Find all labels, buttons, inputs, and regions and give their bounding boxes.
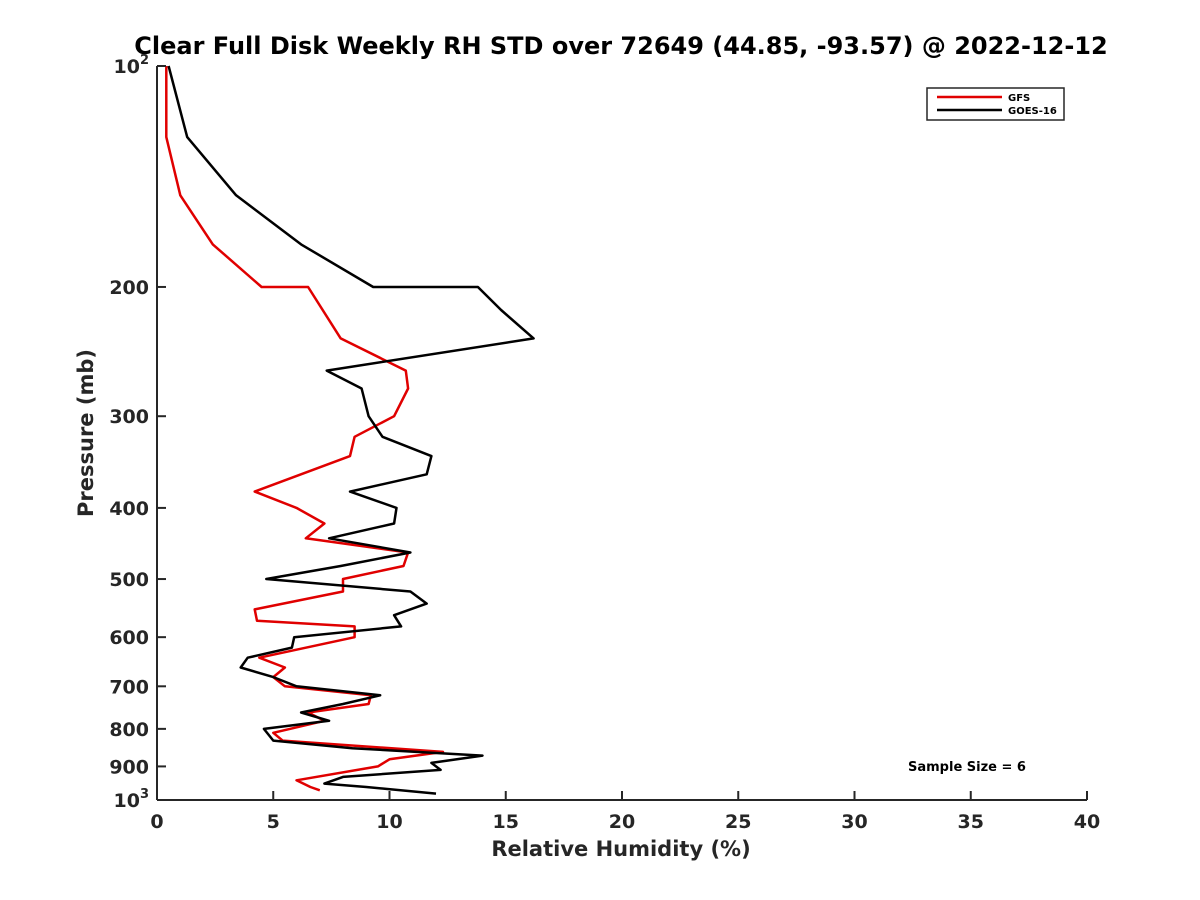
x-axis-label: Relative Humidity (%) <box>491 837 750 861</box>
x-tick-label: 20 <box>609 811 635 833</box>
x-ticks: 0 5 10 15 20 25 30 35 40 <box>150 791 1100 833</box>
legend-label-gfs: GFS <box>1008 93 1030 104</box>
x-tick-label: 40 <box>1074 811 1100 833</box>
x-tick-label: 25 <box>725 811 751 833</box>
x-tick-label: 10 <box>376 811 402 833</box>
x-tick-label: 35 <box>958 811 984 833</box>
y-axis-label: Pressure (mb) <box>74 349 98 517</box>
y-tick-label: 900 <box>109 756 149 778</box>
y-tick-label: 200 <box>109 277 149 299</box>
y-tick-label: 600 <box>109 627 149 649</box>
legend-box <box>926 87 1065 121</box>
y-tick-label-power: 103 <box>114 787 150 812</box>
series-line-goes16 <box>167 65 535 795</box>
x-tick-label: 0 <box>150 811 163 833</box>
y-tick-label: 300 <box>109 406 149 428</box>
legend: GFS GOES-16 <box>926 87 1065 121</box>
axes <box>156 66 1087 801</box>
y-tick-label-power: 102 <box>114 53 150 78</box>
x-tick-label: 30 <box>841 811 867 833</box>
y-tick-label: 800 <box>109 719 149 741</box>
series-line-gfs <box>165 66 445 792</box>
y-tick-label: 500 <box>109 569 149 591</box>
y-ticks: 200 300 400 500 600 700 800 900 102 103 <box>109 53 166 812</box>
y-tick-label: 400 <box>109 498 149 520</box>
y-tick-label: 700 <box>109 676 149 698</box>
plot-lines <box>165 65 535 795</box>
chart-title: Clear Full Disk Weekly RH STD over 72649… <box>134 32 1107 60</box>
x-tick-label: 5 <box>267 811 280 833</box>
legend-label-goes16: GOES-16 <box>1008 106 1057 117</box>
sample-size-annotation: Sample Size = 6 <box>908 760 1026 775</box>
x-tick-label: 15 <box>493 811 519 833</box>
